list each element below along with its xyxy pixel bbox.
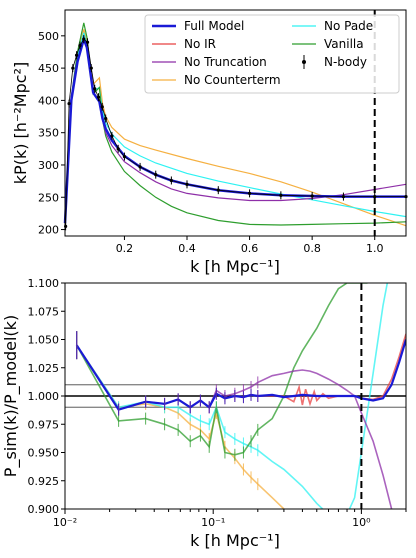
legend-label-no-pade: No Pade bbox=[324, 19, 373, 33]
legend-entry-n-body: N-body bbox=[302, 55, 367, 69]
bottom-errorbars bbox=[76, 331, 259, 491]
top-y-tick-label: 200 bbox=[38, 224, 59, 237]
legend-entry-no-truncation: No Truncation bbox=[152, 55, 267, 69]
top-x-tick-label: 0.8 bbox=[303, 242, 321, 255]
top-panel: 0.2 0.4 0.6 0.8 1.0 200 250 300 350 400 450 500 k … bbox=[11, 9, 408, 276]
top-y-tick-label: 250 bbox=[38, 191, 59, 204]
bottom-x-tick-label: 10⁻² bbox=[53, 516, 77, 529]
legend-label-no-ir: No IR bbox=[184, 37, 216, 51]
bottom-x-ticks: 10⁻² 10⁻¹ 10⁰ bbox=[53, 509, 407, 529]
top-x-axis-label: k [h Mpc⁻¹] bbox=[190, 257, 280, 276]
top-y-tick-label: 350 bbox=[38, 127, 59, 140]
bottom-panel: 10⁻² 10⁻¹ 10⁰ 0.900 0.925 0.950 0.975 1.000 1.0… bbox=[1, 277, 407, 550]
top-nbody-point bbox=[78, 43, 82, 48]
legend-label-no-counterterm: No Counterterm bbox=[184, 73, 281, 87]
top-x-tick-label: 1.0 bbox=[366, 242, 384, 255]
bottom-series-no-truncation bbox=[76, 344, 393, 509]
legend-entry-no-pade: No Pade bbox=[292, 19, 373, 33]
top-nbody-point bbox=[104, 116, 108, 121]
top-x-ticks: 0.2 0.4 0.6 0.8 1.0 bbox=[116, 236, 384, 255]
bottom-series-vanilla bbox=[76, 283, 368, 456]
top-x-tick-label: 0.2 bbox=[116, 242, 134, 255]
top-series-lines bbox=[63, 22, 407, 227]
legend-entry-vanilla: Vanilla bbox=[292, 37, 364, 51]
top-nbody-point bbox=[71, 66, 75, 70]
legend-entry-no-counterterm: No Counterterm bbox=[152, 73, 281, 87]
bottom-series-no-ir bbox=[76, 333, 406, 411]
legend-label-n-body: N-body bbox=[324, 55, 367, 69]
top-nbody-point bbox=[74, 53, 79, 57]
top-nbody-point bbox=[216, 188, 220, 192]
bottom-y-tick-label: 0.925 bbox=[28, 475, 60, 488]
top-nbody-point bbox=[110, 134, 114, 138]
top-nbody-point bbox=[138, 165, 142, 169]
bottom-y-tick-label: 0.975 bbox=[28, 418, 60, 431]
top-x-tick-label: 0.4 bbox=[178, 242, 196, 255]
top-nbody-point bbox=[169, 178, 173, 183]
bottom-series-no-pade bbox=[76, 283, 389, 509]
bottom-y-tick-label: 0.950 bbox=[28, 447, 60, 460]
legend-label-vanilla: Vanilla bbox=[324, 37, 364, 51]
top-y-tick-label: 450 bbox=[38, 62, 59, 75]
top-y-tick-label: 500 bbox=[38, 30, 59, 43]
legend-label-no-truncation: No Truncation bbox=[184, 55, 267, 69]
bottom-series-full-model bbox=[75, 339, 406, 411]
top-nbody-point bbox=[122, 154, 127, 159]
legend-entry-no-ir: No IR bbox=[152, 37, 216, 51]
top-nbody-point bbox=[247, 191, 252, 195]
bottom-y-tick-label: 1.000 bbox=[28, 390, 60, 403]
top-nbody-point bbox=[93, 87, 97, 91]
bottom-y-axis-label: P_sim(k)/P_model(k) bbox=[1, 315, 21, 477]
bottom-y-tick-label: 1.100 bbox=[28, 277, 60, 290]
top-nbody-point bbox=[85, 40, 90, 44]
top-y-axis-label: kP(k) [h⁻²Mpc²] bbox=[11, 62, 30, 184]
top-nbody-point bbox=[185, 182, 189, 186]
legend-box bbox=[144, 14, 400, 94]
top-series-no-counterterm bbox=[64, 29, 407, 227]
top-nbody-point bbox=[89, 66, 93, 70]
bottom-y-tick-label: 1.075 bbox=[28, 305, 60, 318]
bottom-x-tick-label: 10⁰ bbox=[352, 516, 371, 529]
top-y-tick-label: 400 bbox=[38, 94, 59, 107]
top-series-vanilla bbox=[64, 22, 407, 226]
top-nbody-point bbox=[116, 147, 120, 151]
bottom-y-tick-label: 0.900 bbox=[28, 503, 60, 516]
bottom-series-no-counterterm bbox=[76, 344, 286, 509]
bottom-y-tick-label: 1.025 bbox=[28, 362, 60, 375]
top-nbody-point bbox=[310, 194, 314, 198]
top-nbody-point bbox=[341, 195, 346, 199]
top-series-no-pade bbox=[64, 32, 407, 224]
legend-entry-full-model: Full Model bbox=[152, 19, 244, 33]
top-y-ticks: 200 250 300 350 400 450 500 bbox=[38, 30, 65, 237]
top-nbody-point bbox=[279, 193, 283, 197]
top-x-tick-label: 0.6 bbox=[241, 242, 259, 255]
bottom-series-lines bbox=[75, 283, 406, 509]
bottom-x-axis-label: k [h Mpc⁻¹] bbox=[190, 531, 280, 550]
bottom-x-tick-label: 10⁻¹ bbox=[201, 516, 225, 529]
top-y-tick-label: 300 bbox=[38, 159, 59, 172]
top-nbody-point bbox=[154, 173, 158, 177]
top-nbody-point bbox=[82, 37, 86, 41]
top-nbody-point bbox=[100, 105, 104, 109]
bottom-y-ticks: 0.900 0.925 0.950 0.975 1.000 1.025 1.050 1.075… bbox=[28, 277, 65, 516]
legend-label-full-model: Full Model bbox=[184, 19, 244, 33]
legend: Full Model No IR No Truncation No Counte… bbox=[144, 14, 400, 94]
top-plot-frame bbox=[64, 9, 407, 237]
top-nbody-point bbox=[67, 102, 71, 106]
top-nbody-point bbox=[96, 95, 101, 99]
bottom-y-tick-label: 1.050 bbox=[28, 334, 60, 347]
